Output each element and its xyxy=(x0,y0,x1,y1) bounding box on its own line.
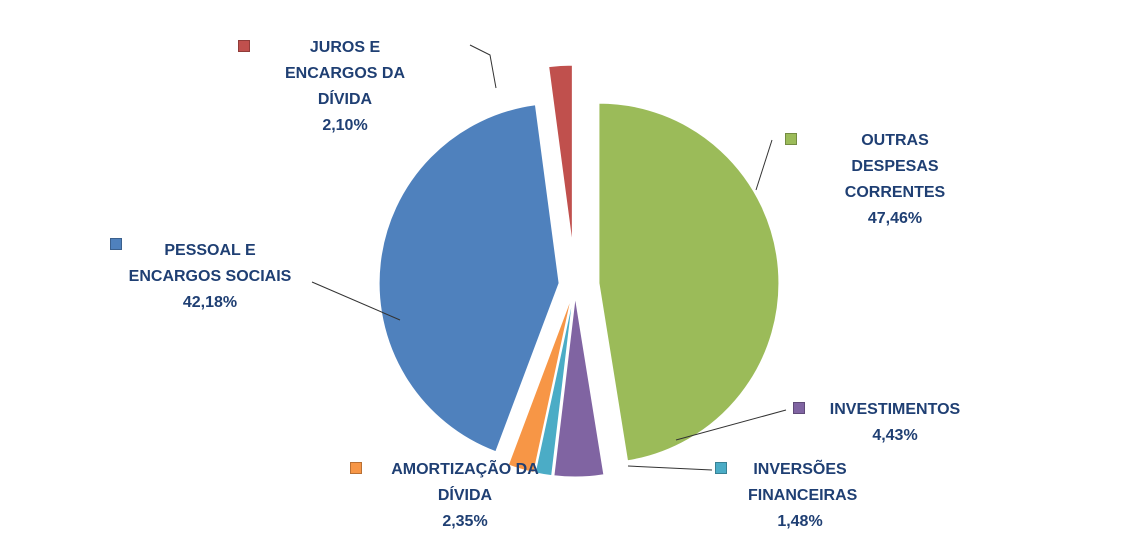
leader-line xyxy=(755,139,773,191)
slice-label: JUROS E ENCARGOS DA DÍVIDA 2,10% xyxy=(250,35,440,139)
pie-slice xyxy=(553,296,605,478)
slice-label: AMORTIZAÇÃO DA DÍVIDA 2,35% xyxy=(370,457,560,535)
leader-line xyxy=(627,465,713,471)
slice-label: INVERSÕES FINANCEIRAS 1,48% xyxy=(730,457,870,535)
value-label: 42,18% xyxy=(182,294,238,311)
value-label: 47,46% xyxy=(867,210,923,227)
pie-slice xyxy=(534,296,574,477)
slice-label: OUTRAS DESPESAS CORRENTES 47,46% xyxy=(800,128,990,232)
legend-marker xyxy=(715,462,727,474)
value-label: 2,35% xyxy=(442,513,488,530)
category-label: AMORTIZAÇÃO DA DÍVIDA xyxy=(391,461,539,504)
value-label: 2,10% xyxy=(322,117,368,134)
legend-marker xyxy=(793,402,805,414)
category-label: OUTRAS DESPESAS CORRENTES xyxy=(844,132,946,201)
pie-slice xyxy=(507,296,573,474)
legend-marker xyxy=(110,238,122,250)
category-label: INVESTIMENTOS xyxy=(829,401,961,418)
category-label: INVERSÕES FINANCEIRAS xyxy=(748,461,858,504)
value-label: 1,48% xyxy=(777,513,823,530)
slice-label: INVESTIMENTOS 4,43% xyxy=(805,397,985,449)
category-label: PESSOAL E ENCARGOS SOCIAIS xyxy=(128,242,292,285)
value-label: 4,43% xyxy=(872,427,918,444)
category-label: JUROS E ENCARGOS DA DÍVIDA xyxy=(284,39,405,108)
leader-line xyxy=(469,44,497,89)
legend-marker xyxy=(238,40,250,52)
pie-slice xyxy=(548,64,573,246)
pie-slice xyxy=(378,104,560,453)
legend-marker xyxy=(350,462,362,474)
slice-label: PESSOAL E ENCARGOS SOCIAIS 42,18% xyxy=(110,238,310,316)
pie-slice xyxy=(598,102,780,462)
leader-line xyxy=(311,281,401,321)
leader-line xyxy=(675,409,787,441)
legend-marker xyxy=(785,133,797,145)
